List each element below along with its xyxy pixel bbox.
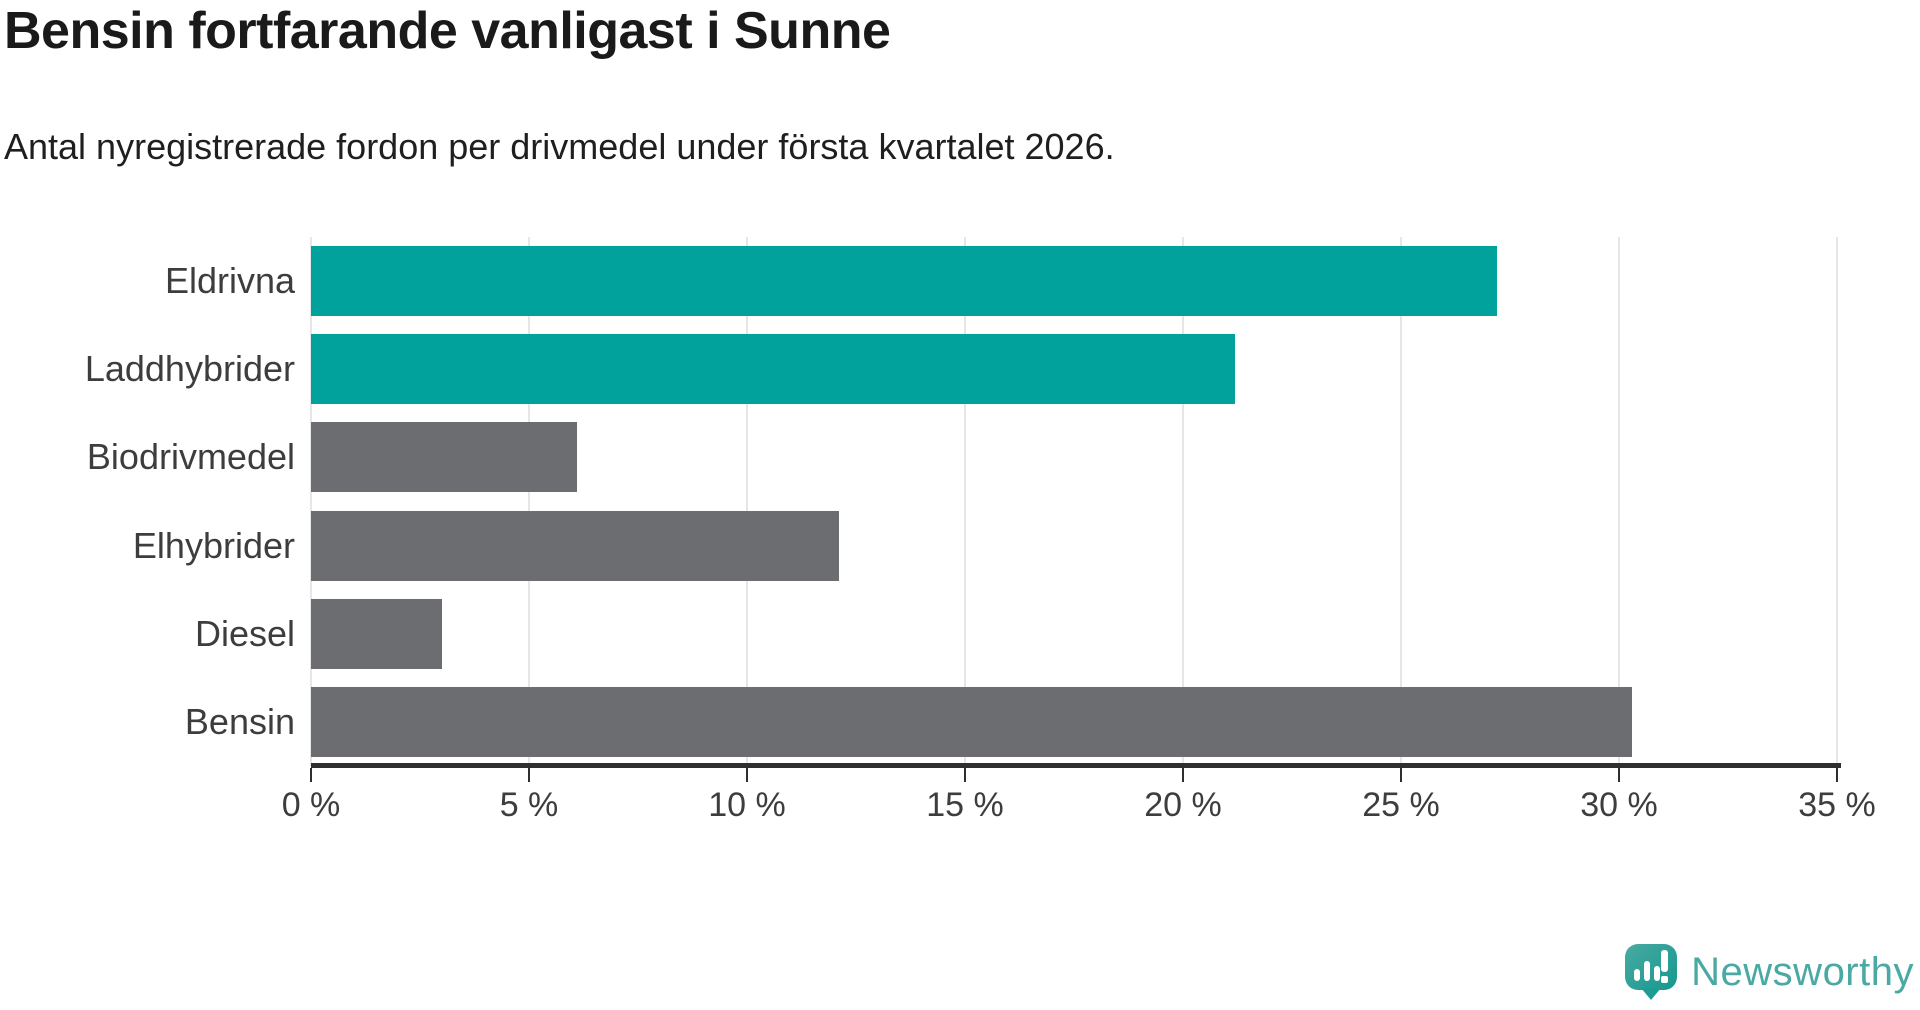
x-tick-label-0: 0 % [281,786,341,824]
x-tick-10 [746,768,748,782]
gridline-30 [1618,237,1620,766]
bar-series [311,237,1837,766]
bar-row-bensin [311,678,1837,766]
gridline-5 [528,237,530,766]
x-tick-5 [528,768,530,782]
x-tick-15 [964,768,966,782]
category-label-biodrivmedel: Biodrivmedel [86,436,295,478]
logo-mini-barchart [1634,961,1661,981]
bar-row-biodrivmedel [311,413,1837,501]
bar-laddhybrider [311,334,1236,405]
gridline-0 [310,237,312,766]
bar-row-diesel [311,590,1837,678]
x-tick-label-5: 5 % [499,786,559,824]
bar-row-laddhybrider [311,325,1837,413]
bar-row-elhybrider [311,502,1837,590]
gridline-25 [1400,237,1402,766]
category-label-laddhybrider: Laddhybrider [84,348,295,390]
category-label-elhybrider: Elhybrider [132,524,295,566]
x-tick-30 [1618,768,1620,782]
x-tick-20 [1182,768,1184,782]
logo-exclamation-mark [1661,950,1669,983]
newsworthy-logo-icon [1625,944,1678,1000]
x-tick-label-15: 15 % [926,786,1004,824]
brand-name: Newsworthy [1691,949,1914,994]
bar-elhybrider [311,510,839,581]
gridline-35 [1836,237,1838,766]
gridline-15 [964,237,966,766]
x-axis-line [311,763,1841,768]
bar-row-eldrivna [311,237,1837,325]
bar-bensin [311,686,1633,757]
newsworthy-brand: Newsworthy [1625,944,1914,1000]
x-tick-label-20: 20 % [1144,786,1222,824]
chart-subtitle: Antal nyregistrerade fordon per drivmede… [4,126,1115,167]
bar-eldrivna [311,246,1497,317]
gridline-20 [1182,237,1184,766]
chart-title: Bensin fortfarande vanligast i Sunne [4,2,891,60]
bar-biodrivmedel [311,422,577,493]
x-tick-label-25: 25 % [1362,786,1440,824]
category-label-diesel: Diesel [194,612,295,654]
category-label-bensin: Bensin [184,700,295,742]
x-tick-0 [310,768,312,782]
plot-area [310,237,1838,766]
x-tick-label-35: 35 % [1798,786,1876,824]
gridline-10 [746,237,748,766]
y-axis-category-labels: Eldrivna Laddhybrider Biodrivmedel Elhybrid… [0,237,295,766]
x-tick-label-10: 10 % [708,786,786,824]
x-tick-25 [1400,768,1402,782]
bar-diesel [311,598,442,669]
x-tick-35 [1836,768,1838,782]
x-tick-label-30: 30 % [1580,786,1658,824]
category-label-eldrivna: Eldrivna [164,260,295,302]
